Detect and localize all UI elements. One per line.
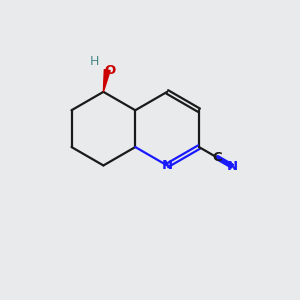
Text: H: H	[90, 55, 100, 68]
Text: N: N	[162, 159, 173, 172]
Text: C: C	[212, 151, 222, 164]
Text: N: N	[226, 160, 238, 173]
Text: O: O	[105, 64, 116, 76]
Polygon shape	[103, 70, 110, 92]
